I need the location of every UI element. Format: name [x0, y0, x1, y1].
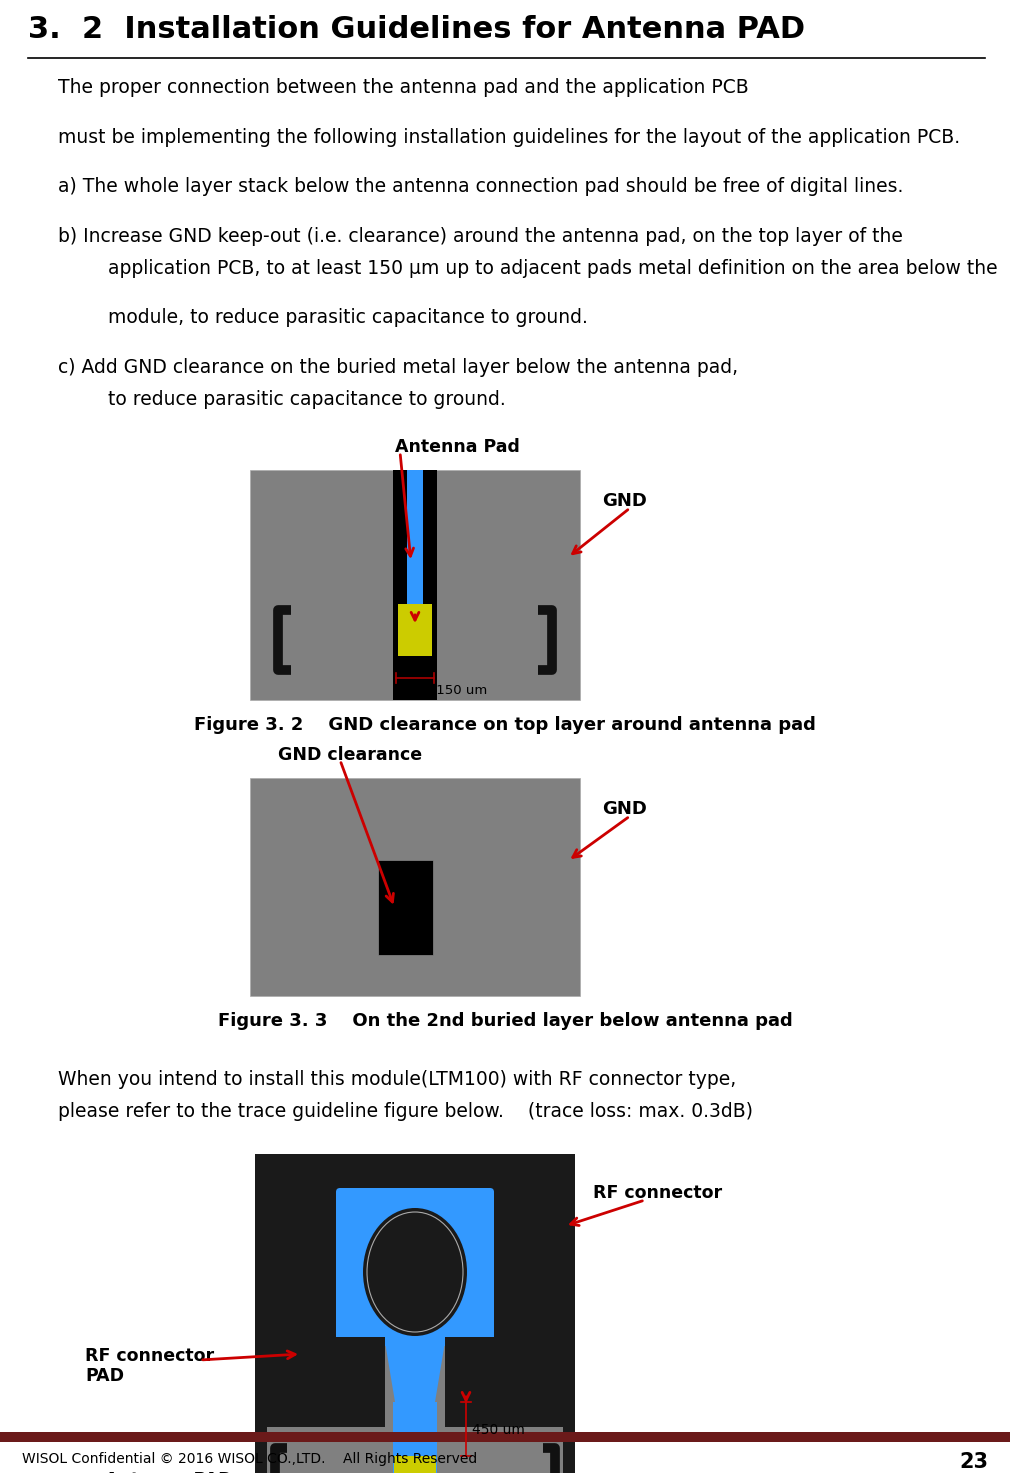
Bar: [269, 1198, 297, 1292]
Bar: [0, 1432, 1010, 1442]
Text: 450 um: 450 um: [472, 1423, 525, 1438]
Text: When you intend to install this module(LTM100) with RF connector type,: When you intend to install this module(L…: [58, 1069, 736, 1089]
FancyBboxPatch shape: [336, 1189, 494, 1346]
Polygon shape: [385, 1342, 445, 1402]
Bar: [267, 1337, 385, 1427]
Text: to reduce parasitic capacitance to ground.: to reduce parasitic capacitance to groun…: [90, 390, 506, 409]
Bar: [394, 1455, 436, 1473]
Text: 23: 23: [960, 1452, 988, 1472]
Text: must be implementing the following installation guidelines for the layout of the: must be implementing the following insta…: [58, 128, 961, 147]
Bar: [533, 1198, 561, 1292]
Text: b) Increase GND keep-out (i.e. clearance) around the antenna pad, on the top lay: b) Increase GND keep-out (i.e. clearance…: [58, 227, 903, 246]
Text: PAD: PAD: [85, 1367, 124, 1385]
Bar: [393, 1402, 437, 1473]
Bar: [398, 604, 432, 655]
Bar: [378, 860, 433, 955]
Text: application PCB, to at least 150 μm up to adjacent pads metal definition on the : application PCB, to at least 150 μm up t…: [90, 259, 998, 278]
Bar: [255, 1153, 575, 1186]
Text: Antenna PAD: Antenna PAD: [105, 1472, 232, 1473]
Text: please refer to the trace guideline figure below.    (trace loss: max. 0.3dB): please refer to the trace guideline figu…: [58, 1102, 753, 1121]
Text: The proper connection between the antenna pad and the application PCB: The proper connection between the antenn…: [58, 78, 748, 97]
Bar: [445, 1337, 563, 1427]
Text: RF connector: RF connector: [85, 1346, 214, 1365]
Ellipse shape: [363, 1208, 467, 1336]
Text: Antenna Pad: Antenna Pad: [395, 437, 520, 457]
Bar: [255, 1153, 575, 1473]
Bar: [250, 470, 580, 700]
Text: Figure 3. 3    On the 2nd buried layer below antenna pad: Figure 3. 3 On the 2nd buried layer belo…: [217, 1012, 793, 1030]
Text: 3.  2  Installation Guidelines for Antenna PAD: 3. 2 Installation Guidelines for Antenna…: [28, 15, 805, 44]
Text: RF connector: RF connector: [593, 1184, 722, 1202]
Bar: [250, 778, 580, 996]
Text: Figure 3. 2    GND clearance on top layer around antenna pad: Figure 3. 2 GND clearance on top layer a…: [194, 716, 816, 734]
Text: GND: GND: [602, 492, 646, 510]
Bar: [267, 1167, 563, 1473]
Text: module, to reduce parasitic capacitance to ground.: module, to reduce parasitic capacitance …: [90, 308, 588, 327]
Text: WISOL Confidential © 2016 WISOL CO.,LTD.    All Rights Reserved: WISOL Confidential © 2016 WISOL CO.,LTD.…: [22, 1452, 478, 1466]
Text: a) The whole layer stack below the antenna connection pad should be free of digi: a) The whole layer stack below the anten…: [58, 177, 903, 196]
Text: c) Add GND clearance on the buried metal layer below the antenna pad,: c) Add GND clearance on the buried metal…: [58, 358, 738, 377]
Text: GND: GND: [602, 800, 646, 818]
Text: GND clearance: GND clearance: [278, 745, 422, 764]
Bar: [407, 470, 423, 608]
Text: Min  .150 um: Min .150 um: [400, 683, 487, 697]
Bar: [267, 1186, 563, 1340]
Bar: [393, 470, 437, 700]
